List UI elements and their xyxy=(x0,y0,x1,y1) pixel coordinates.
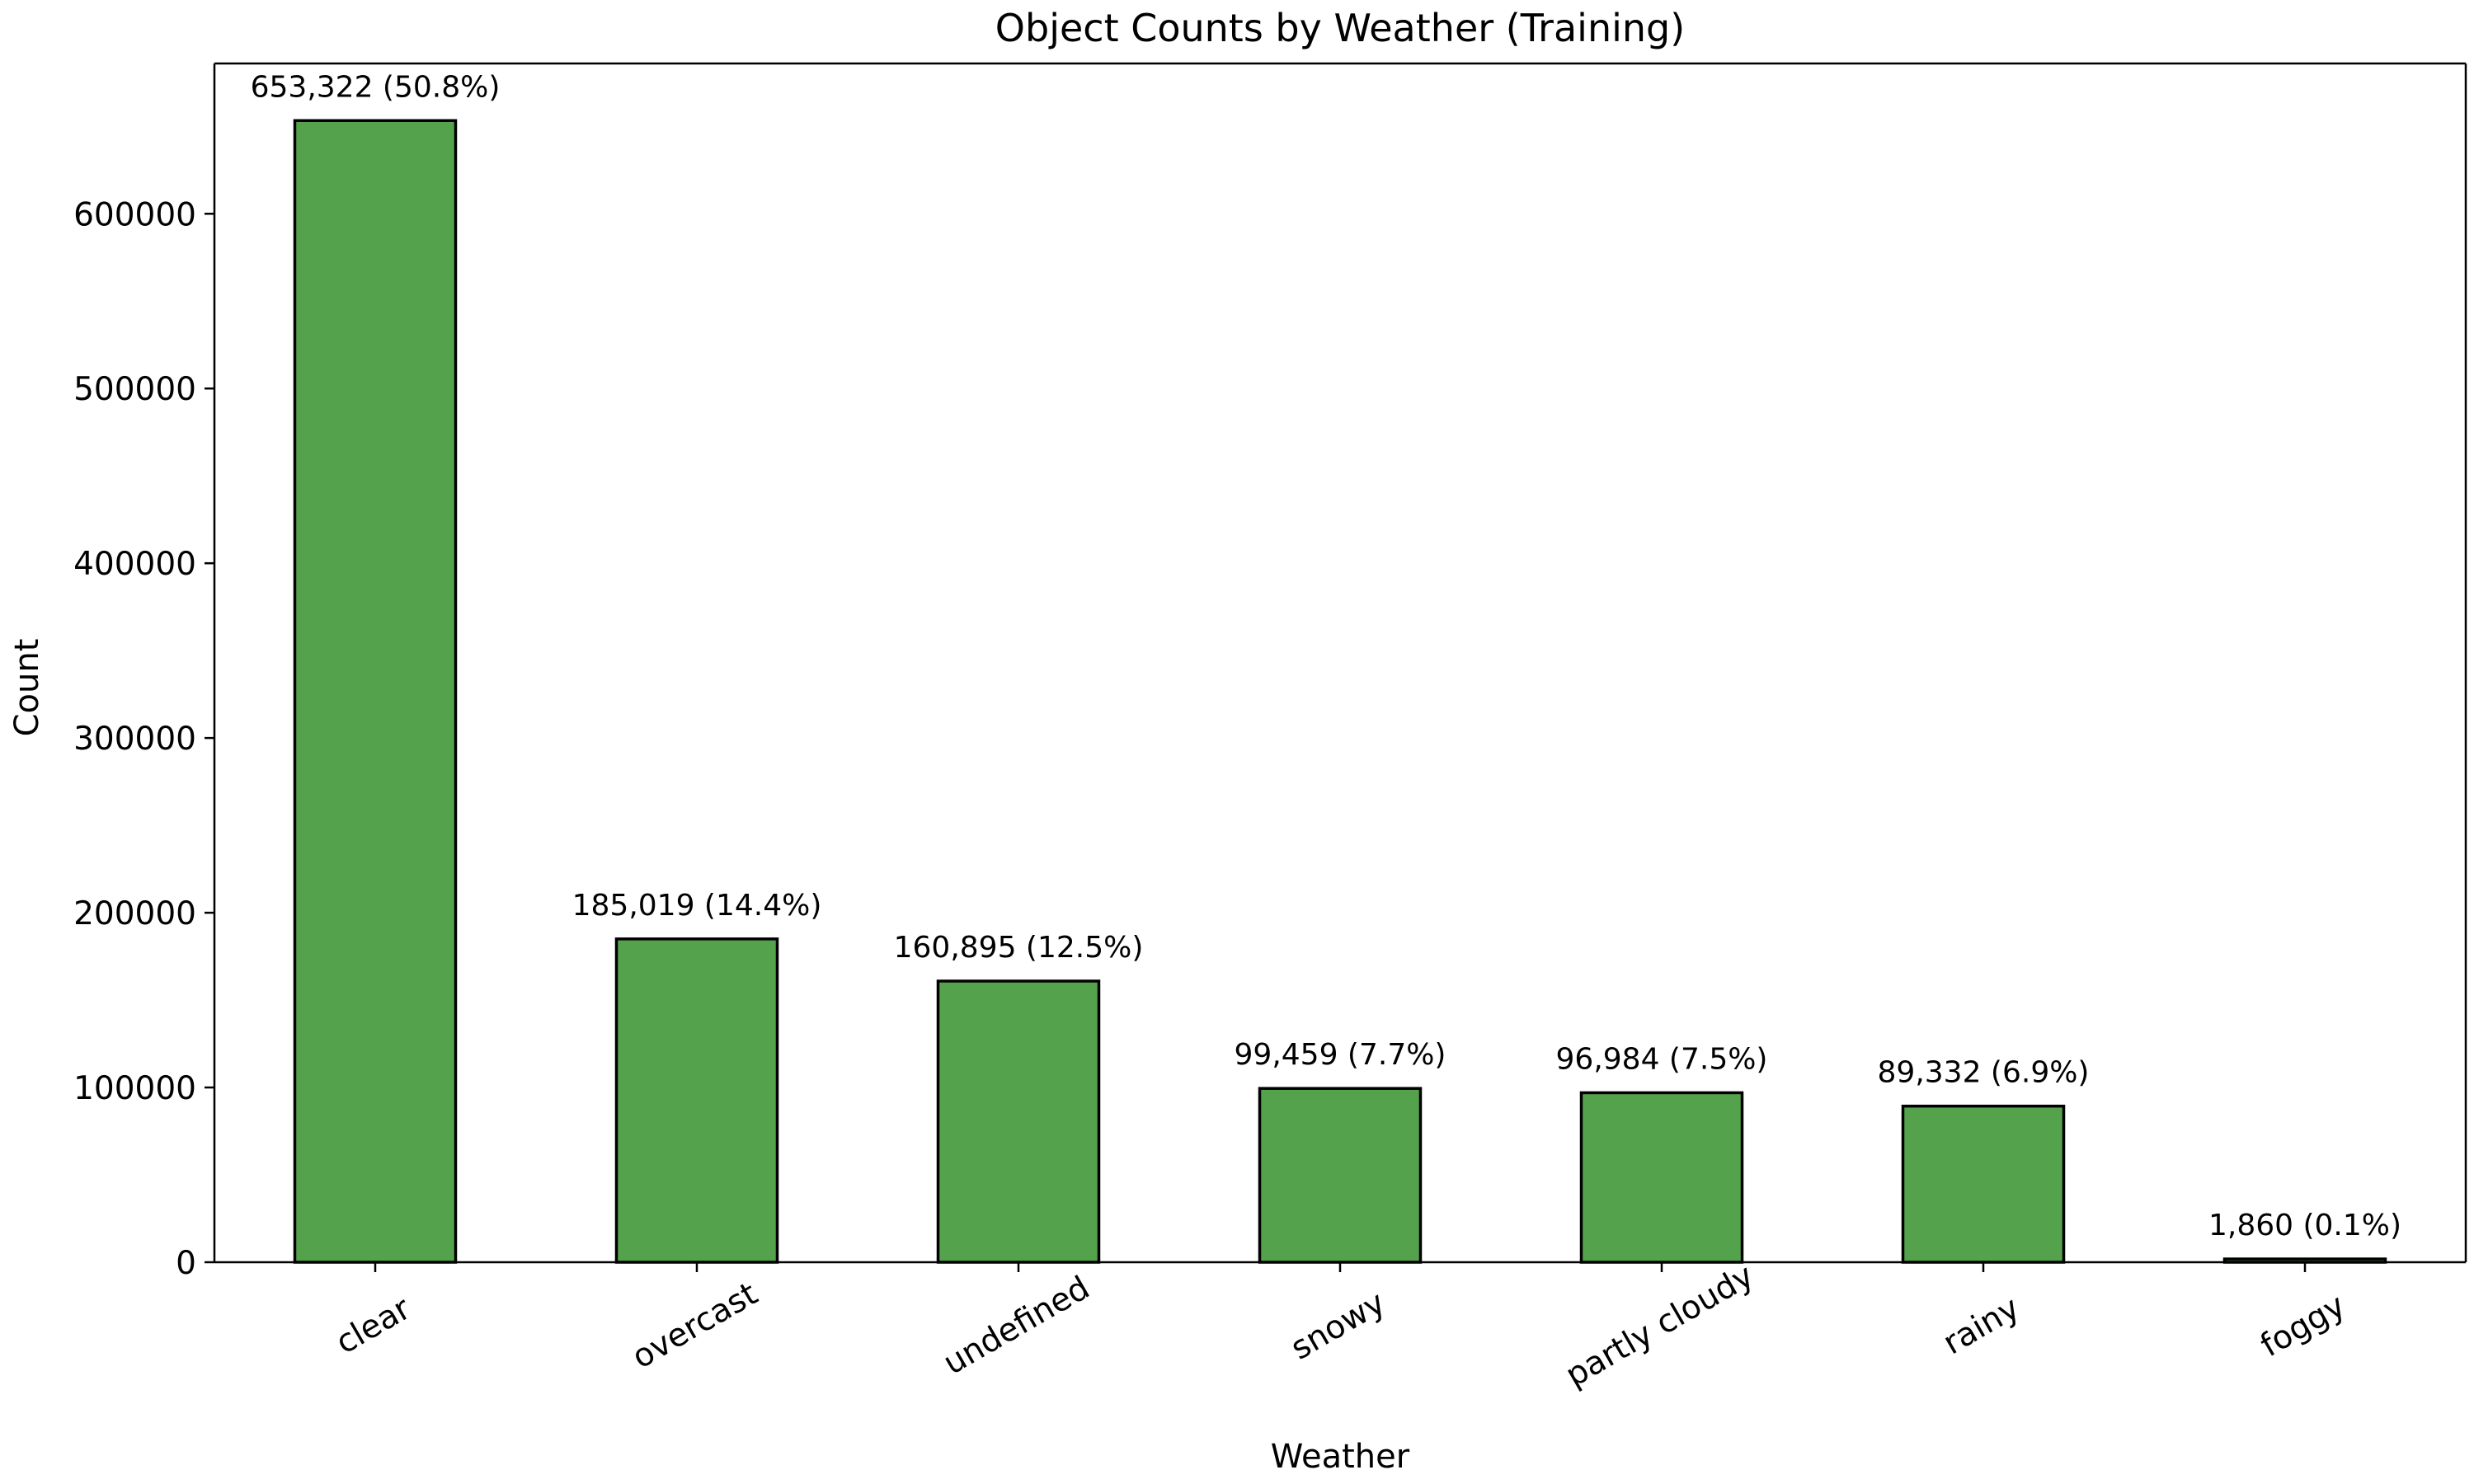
data-label: 653,322 (50.8%) xyxy=(251,70,501,104)
bar-clear xyxy=(293,119,458,1264)
bar-rainy xyxy=(1901,1104,2066,1264)
y-tick-label: 600000 xyxy=(73,196,196,233)
bar-partly-cloudy xyxy=(1579,1091,1744,1264)
x-tick-label: snowy xyxy=(1285,1284,1392,1368)
x-axis-title: Weather xyxy=(1271,1438,1410,1476)
y-tick-label: 0 xyxy=(176,1245,196,1282)
x-tick-label: rainy xyxy=(1937,1289,2026,1362)
y-tick-label: 500000 xyxy=(73,371,196,408)
data-label: 96,984 (7.5%) xyxy=(1556,1042,1768,1076)
y-tick-label: 100000 xyxy=(73,1070,196,1107)
data-label: 185,019 (14.4%) xyxy=(572,889,822,923)
x-tick-label: overcast xyxy=(626,1275,764,1377)
y-tick-label: 200000 xyxy=(73,895,196,932)
bar-overcast xyxy=(614,937,779,1264)
y-tick-label: 400000 xyxy=(73,546,196,583)
plot-area: 0 100000 200000 300000 400000 500000 600000 cle… xyxy=(73,62,2467,1394)
data-label: 1,860 (0.1%) xyxy=(2208,1209,2401,1242)
data-label: 89,332 (6.9%) xyxy=(1878,1056,2090,1090)
x-tick-label: undefined xyxy=(938,1270,1096,1383)
bar-undefined xyxy=(936,979,1101,1264)
chart-title: Object Counts by Weather (Training) xyxy=(995,6,1685,50)
data-label: 99,459 (7.7%) xyxy=(1235,1038,1446,1072)
y-axis-title: Count xyxy=(8,639,46,737)
x-tick-label: partly cloudy xyxy=(1559,1257,1760,1394)
data-label: 160,895 (12.5%) xyxy=(894,931,1144,965)
x-tick-label: foggy xyxy=(2255,1287,2352,1364)
bar-snowy xyxy=(1258,1087,1423,1264)
x-tick-label: clear xyxy=(330,1289,418,1362)
y-tick-label: 300000 xyxy=(73,721,196,758)
